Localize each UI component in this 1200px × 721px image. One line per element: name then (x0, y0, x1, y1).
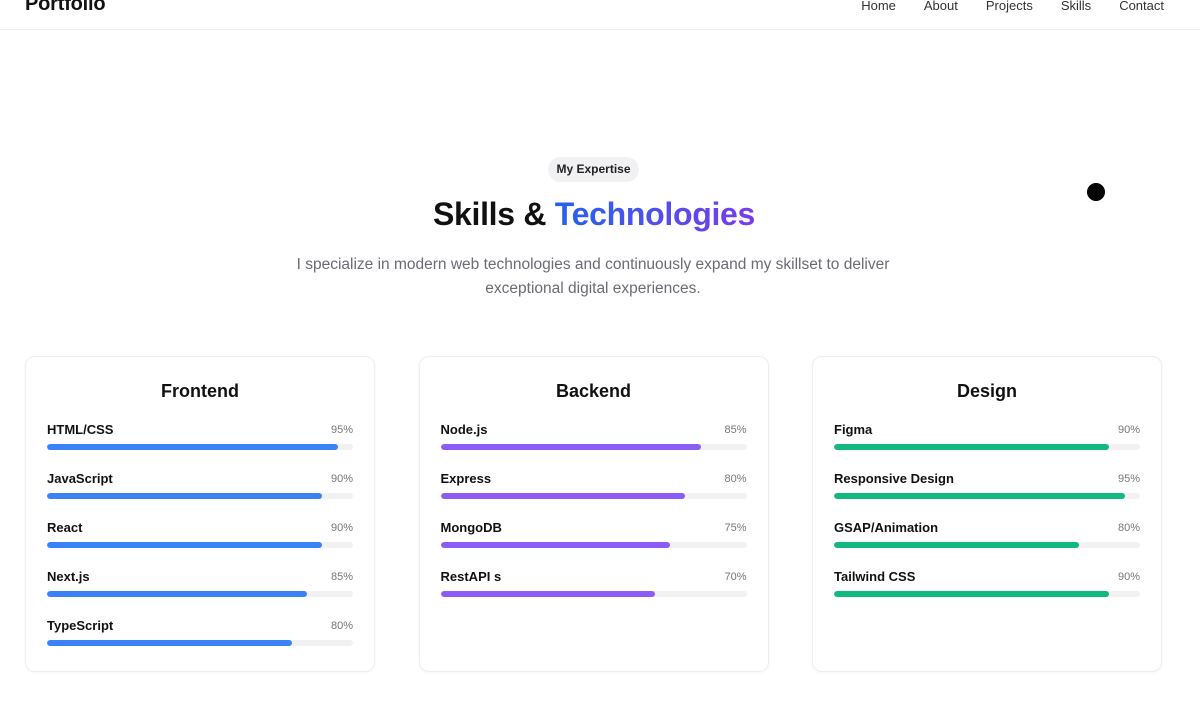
skill-name: GSAP/Animation (834, 520, 939, 535)
progress-fill (834, 444, 1110, 450)
progress-track (440, 493, 747, 499)
section-description: I specialize in modern web technologies … (296, 256, 890, 297)
skill-row: Express 80% (440, 470, 747, 519)
skill-header: Responsive Design 95% (834, 470, 1140, 487)
skill-percent: 90% (330, 472, 353, 485)
skill-card-frontend: Frontend HTML/CSS 95% JavaScript 90% React 90%… (25, 356, 375, 672)
skill-name: MongoDB (440, 520, 502, 535)
skill-percent: 80% (330, 619, 353, 632)
progress-track (834, 444, 1140, 450)
progress-track (47, 444, 353, 450)
skill-header: Figma 90% (834, 421, 1140, 438)
nav-links: Home About Projects Skills Contact (861, 0, 1164, 13)
progress-fill (47, 640, 292, 646)
progress-fill (440, 591, 655, 597)
skill-percent: 80% (1117, 521, 1140, 534)
nav-about[interactable]: About (923, 0, 958, 13)
nav-skills[interactable]: Skills (1060, 0, 1092, 13)
skill-percent: 90% (1117, 570, 1140, 583)
progress-fill (440, 444, 701, 450)
nav-projects[interactable]: Projects (985, 0, 1033, 13)
skill-percent: 95% (330, 423, 353, 436)
progress-track (834, 493, 1140, 499)
card-title: Backend (555, 381, 632, 401)
skill-header: RestAPI s 70% (441, 568, 747, 585)
nav-contact[interactable]: Contact (1119, 0, 1164, 13)
skill-header: Express 80% (441, 470, 747, 487)
skill-percent: 85% (724, 423, 747, 436)
skill-card-design: Design Figma 90% Responsive Design 95% GSAP/A… (812, 356, 1162, 672)
skill-percent: 70% (724, 570, 747, 583)
progress-fill (47, 493, 323, 499)
progress-track (440, 444, 747, 450)
skill-cards: Frontend HTML/CSS 95% JavaScript 90% React 90%… (25, 356, 1162, 672)
skill-name: Responsive Design (834, 471, 954, 486)
logo[interactable]: Portfolio (25, 0, 106, 15)
skill-row: TypeScript 80% (47, 617, 353, 666)
skill-header: Next.js 85% (47, 568, 353, 585)
skill-row: Figma 90% (834, 421, 1140, 470)
skill-name: TypeScript (47, 618, 114, 633)
progress-fill (834, 493, 1125, 499)
skill-row: Next.js 85% (47, 568, 353, 617)
section-title-plain: Skills & (432, 196, 555, 232)
skill-row: Responsive Design 95% (834, 470, 1140, 519)
progress-fill (440, 493, 686, 499)
progress-track (834, 591, 1140, 597)
progress-track (47, 591, 353, 597)
skill-header: MongoDB 75% (441, 519, 747, 536)
skill-row: RestAPI s 70% (440, 568, 747, 617)
skill-row: MongoDB 75% (440, 519, 747, 568)
skill-name: Express (440, 471, 492, 486)
progress-track (440, 542, 747, 548)
skill-header: Tailwind CSS 90% (834, 568, 1140, 585)
skill-row: JavaScript 90% (47, 470, 353, 519)
skill-header: Node.js 85% (441, 421, 747, 438)
progress-fill (47, 591, 308, 597)
skill-percent: 80% (724, 472, 747, 485)
skill-percent: 95% (1117, 472, 1140, 485)
skill-header: HTML/CSS 95% (47, 421, 353, 438)
progress-track (47, 640, 353, 646)
skill-row: HTML/CSS 95% (47, 421, 353, 470)
skill-name: HTML/CSS (47, 422, 114, 437)
progress-track (47, 542, 353, 548)
card-title: Frontend (161, 381, 239, 401)
skill-name: JavaScript (47, 471, 113, 486)
expertise-badge: My Expertise (548, 157, 639, 182)
skill-row: Node.js 85% (440, 421, 747, 470)
progress-fill (47, 542, 323, 548)
skill-name: Node.js (440, 422, 488, 437)
skill-percent: 85% (330, 570, 353, 583)
progress-fill (47, 444, 338, 450)
progress-fill (834, 591, 1110, 597)
progress-fill (440, 542, 670, 548)
skill-name: Tailwind CSS (834, 569, 916, 584)
section-title: Skills & Technologies (0, 196, 1188, 233)
skill-row: React 90% (47, 519, 353, 568)
skill-card-backend: Backend Node.js 85% Express 80% MongoDB 75% Res… (418, 356, 769, 672)
skill-header: JavaScript 90% (47, 470, 353, 487)
progress-track (834, 542, 1140, 548)
skill-header: TypeScript 80% (47, 617, 353, 634)
section-title-accent: Technologies (554, 196, 756, 232)
progress-fill (834, 542, 1079, 548)
skill-name: Next.js (47, 569, 90, 584)
skill-header: GSAP/Animation 80% (834, 519, 1140, 536)
card-title: Design (956, 381, 1017, 401)
skill-row: Tailwind CSS 90% (834, 568, 1140, 617)
skill-name: Figma (834, 422, 873, 437)
skill-percent: 75% (724, 521, 747, 534)
progress-track (47, 493, 353, 499)
skill-header: React 90% (47, 519, 353, 536)
skill-percent: 90% (1117, 423, 1140, 436)
skill-row: GSAP/Animation 80% (834, 519, 1140, 568)
navbar: Portfolio Home About Projects Skills Con… (0, 0, 1200, 30)
nav-home[interactable]: Home (861, 0, 896, 13)
skill-name: RestAPI s (440, 569, 502, 584)
skill-percent: 90% (330, 521, 353, 534)
skill-name: React (47, 520, 83, 535)
cursor-dot (1087, 183, 1105, 201)
progress-track (440, 591, 747, 597)
